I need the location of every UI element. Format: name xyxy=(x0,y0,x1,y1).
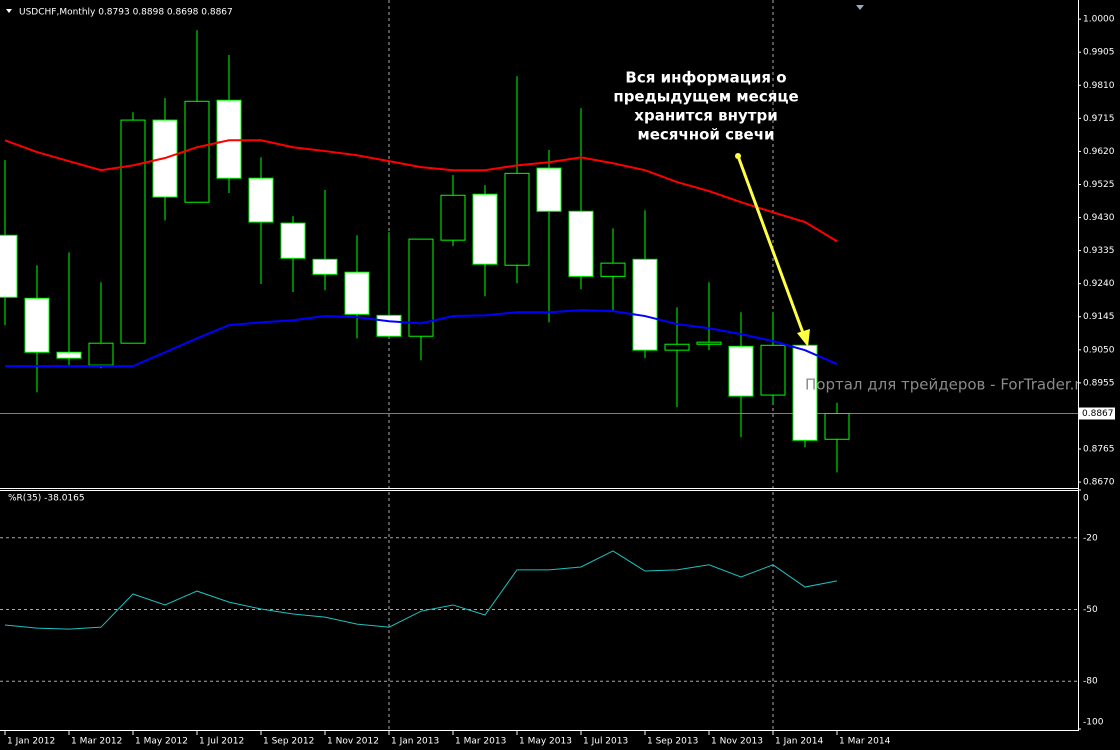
y-tick-label: 0.9145 xyxy=(1083,312,1115,322)
y-tick-label: 0.9810 xyxy=(1083,81,1115,91)
x-tick-label: 1 Jan 2013 xyxy=(391,737,439,747)
y-tick-label: 1.0000 xyxy=(1083,15,1115,25)
y-tick-label: 0.8955 xyxy=(1083,378,1115,388)
price-label-box xyxy=(1079,407,1115,420)
candle-body xyxy=(792,344,818,441)
candle-body xyxy=(696,341,722,345)
candle-body xyxy=(312,258,338,275)
annotation: хранится внутри xyxy=(634,107,777,125)
arrow-line xyxy=(736,155,805,334)
y-tick-label: 0 xyxy=(1083,494,1089,504)
price-label: 0.8867 xyxy=(1082,409,1114,419)
candle-body xyxy=(632,258,658,351)
candle-body xyxy=(504,172,530,266)
candle-body xyxy=(760,344,786,396)
candle-body xyxy=(248,177,274,223)
x-tick-label: 1 Sep 2012 xyxy=(263,737,314,747)
moving-average xyxy=(4,139,838,243)
x-tick-label: 1 May 2013 xyxy=(519,737,572,747)
chart-title: USDCHF,Monthly 0.8793 0.8898 0.8698 0.88… xyxy=(19,8,233,18)
candle-body xyxy=(24,297,50,353)
arrow-head xyxy=(797,329,810,347)
candle-body xyxy=(440,194,466,241)
moving-average xyxy=(5,309,838,368)
candle-body xyxy=(824,413,850,440)
candle-body xyxy=(216,99,242,179)
candle-body xyxy=(56,351,82,359)
x-tick-label: 1 Mar 2013 xyxy=(455,737,506,747)
candle-body xyxy=(728,345,754,397)
candle-body xyxy=(280,222,306,259)
x-tick-label: 1 Sep 2013 xyxy=(647,737,698,747)
candle-body xyxy=(408,238,434,337)
y-tick-label: 0.9335 xyxy=(1083,246,1115,256)
y-tick-label: -20 xyxy=(1083,533,1098,543)
candle-body xyxy=(664,343,690,351)
indicator-line xyxy=(4,550,838,630)
candle-body xyxy=(0,234,18,298)
candle-body xyxy=(568,210,594,277)
candle-body xyxy=(376,314,402,337)
x-tick-label: 1 Mar 2012 xyxy=(71,737,122,747)
y-tick-label: 0.9050 xyxy=(1083,345,1115,355)
candle-body xyxy=(120,119,146,344)
y-tick-label: -80 xyxy=(1083,677,1098,687)
x-tick-label: 1 Jan 2012 xyxy=(7,737,55,747)
annotation: Вся информация о xyxy=(625,69,786,87)
candle-body xyxy=(184,100,210,203)
x-tick-label: 1 Mar 2014 xyxy=(839,737,891,747)
y-tick-label: 0.9430 xyxy=(1083,213,1115,223)
menu-triangle xyxy=(6,9,12,13)
axis-background xyxy=(0,731,1120,750)
watermark: Портал для трейдеров - ForTrader.ru xyxy=(805,376,1090,394)
candle-body xyxy=(344,271,370,315)
y-tick-label: 0.9620 xyxy=(1083,147,1115,157)
candle-body xyxy=(88,342,114,366)
x-tick-label: 1 Nov 2012 xyxy=(327,737,379,747)
y-tick-label: 0.9525 xyxy=(1083,180,1115,190)
x-tick-label: 1 Jul 2013 xyxy=(583,737,628,747)
annotation: месячной свечи xyxy=(637,126,774,144)
indicator-title: %R(35) -38.0165 xyxy=(8,494,85,504)
candle-body xyxy=(536,167,562,212)
y-tick-label: 0.9905 xyxy=(1083,48,1115,58)
candle-body xyxy=(472,193,498,265)
y-tick-label: -100 xyxy=(1083,718,1104,728)
y-tick-label: 0.9240 xyxy=(1083,279,1115,289)
x-tick-label: 1 Jan 2014 xyxy=(775,737,823,747)
x-tick-label: 1 Nov 2013 xyxy=(711,737,763,747)
x-tick-label: 1 Jul 2012 xyxy=(199,737,244,747)
y-tick-label: 0.8670 xyxy=(1083,478,1115,488)
y-tick-label: -50 xyxy=(1083,605,1098,615)
axis-background xyxy=(1079,0,1120,750)
y-tick-label: 0.9715 xyxy=(1083,114,1115,124)
y-tick-label: 0.8765 xyxy=(1083,445,1115,455)
shift-marker xyxy=(856,5,864,10)
candle-body xyxy=(600,262,626,277)
annotation: предыдущем месяце xyxy=(613,88,798,106)
x-tick-label: 1 May 2012 xyxy=(135,737,188,747)
arrow xyxy=(735,153,810,347)
